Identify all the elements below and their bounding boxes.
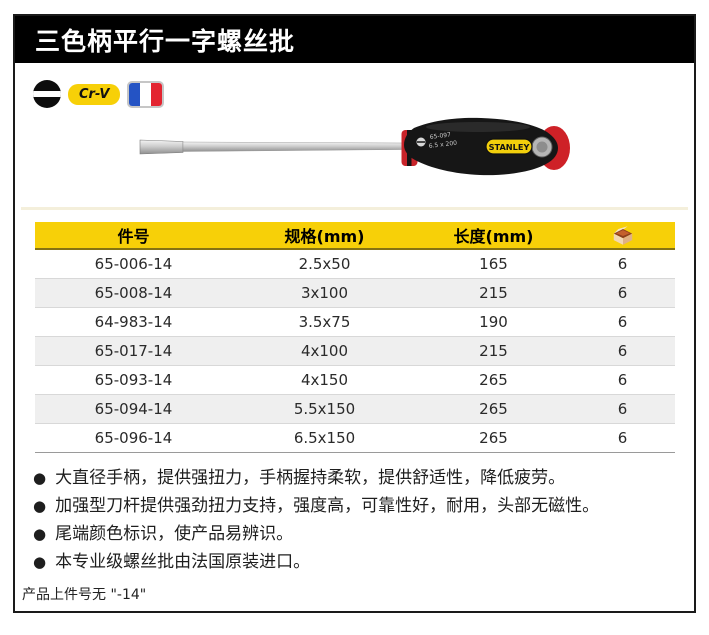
header-spec: 规格(mm)	[284, 227, 365, 246]
bullet-icon: ●	[33, 553, 47, 571]
header-pack-icon-cell	[570, 225, 675, 246]
handle-marking-line1: 65-097	[429, 131, 451, 141]
cell-spec: 5.5x150	[293, 400, 356, 418]
feature-text: 尾端颜色标识，使产品易辨识。	[55, 524, 294, 544]
pack-quantity-box-icon	[613, 225, 632, 245]
spec-table-body: 65-006-14 2.5x50 165 6 65-008-14 3x100 215 6 64-…	[35, 250, 675, 453]
table-row: 65-006-14 2.5x50 165 6	[35, 250, 675, 279]
france-flag-icon	[127, 80, 165, 108]
page-title: 三色柄平行一字螺丝批	[35, 26, 296, 56]
cell-spec: 3.5x75	[298, 313, 351, 331]
cell-part-no: 65-017-14	[94, 342, 173, 360]
table-row: 65-008-14 3x100 215 6	[35, 279, 675, 308]
spec-table-header: 件号 规格(mm) 长度(mm)	[35, 222, 675, 250]
cell-pack: 6	[617, 371, 628, 389]
cell-pack: 6	[617, 255, 628, 273]
table-row: 65-093-14 4x150 265 6	[35, 366, 675, 395]
cell-length: 165	[479, 255, 508, 273]
feature-item: ● 加强型刀杆提供强劲扭力支持，强度高，可靠性好，耐用，头部无磁性。	[33, 492, 682, 520]
footnote: 产品上件号无 "-14"	[22, 587, 147, 603]
crv-steel-badge: Cr-V	[68, 83, 121, 105]
cell-pack: 6	[617, 400, 628, 418]
cell-pack: 6	[617, 284, 628, 302]
title-bar: 三色柄平行一字螺丝批	[15, 16, 694, 63]
cell-part-no: 65-006-14	[94, 255, 173, 273]
bullet-icon: ●	[33, 497, 47, 515]
cell-pack: 6	[617, 313, 628, 331]
shaft	[182, 141, 406, 152]
crv-badge-label: Cr-V	[79, 86, 110, 102]
table-row: 65-094-14 5.5x150 265 6	[35, 395, 675, 424]
brand-badge	[485, 138, 533, 155]
cell-part-no: 64-983-14	[94, 313, 173, 331]
cell-spec: 2.5x50	[298, 255, 351, 273]
end-cap-button-center	[536, 141, 548, 153]
feature-item: ● 大直径手柄，提供强扭力，手柄握持柔软，提供舒适性，降低疲劳。	[33, 464, 682, 492]
feature-item: ● 本专业级螺丝批由法国原装进口。	[33, 548, 682, 576]
cell-length: 265	[479, 400, 508, 418]
feature-text: 加强型刀杆提供强劲扭力支持，强度高，可靠性好，耐用，头部无磁性。	[55, 496, 600, 516]
cell-pack: 6	[617, 342, 628, 360]
handle-body	[404, 117, 558, 176]
cell-part-no: 65-093-14	[94, 371, 173, 389]
spec-table: 件号 规格(mm) 长度(mm) 65-006-14 2.5x50 165 6 65-0…	[35, 222, 675, 453]
header-part-no: 件号	[117, 227, 150, 246]
catalog-page: 三色柄平行一字螺丝批 Cr-V STANLEY	[13, 14, 696, 613]
handle-highlight	[426, 122, 530, 132]
cell-part-no: 65-008-14	[94, 284, 173, 302]
flag-blue-stripe	[129, 82, 141, 106]
attribute-icon-row: Cr-V	[33, 79, 165, 109]
cell-part-no: 65-094-14	[94, 400, 173, 418]
cell-spec: 6.5x150	[293, 429, 356, 447]
cell-length: 215	[479, 284, 508, 302]
table-row: 64-983-14 3.5x75 190 6	[35, 308, 675, 337]
slotted-drive-icon	[33, 80, 61, 108]
cell-length: 265	[479, 429, 508, 447]
photo-bottom-edge	[21, 207, 688, 210]
feature-text: 本专业级螺丝批由法国原装进口。	[55, 552, 311, 572]
brand-badge-label: STANLEY	[489, 142, 531, 152]
blade-tip	[139, 139, 184, 155]
cell-length: 215	[479, 342, 508, 360]
cell-pack: 6	[617, 429, 628, 447]
feature-list: ● 大直径手柄，提供强扭力，手柄握持柔软，提供舒适性，降低疲劳。 ● 加强型刀杆提供强…	[33, 464, 682, 576]
feature-item: ● 尾端颜色标识，使产品易辨识。	[33, 520, 682, 548]
screwdriver-product-image: STANLEY 65-097 6.5 x 200	[139, 117, 570, 176]
cell-part-no: 65-096-14	[94, 429, 173, 447]
cell-length: 265	[479, 371, 508, 389]
table-row: 65-017-14 4x100 215 6	[35, 337, 675, 366]
header-length: 长度(mm)	[453, 227, 534, 246]
flag-white-stripe	[140, 82, 152, 106]
cell-length: 190	[479, 313, 508, 331]
bullet-icon: ●	[33, 469, 47, 487]
feature-text: 大直径手柄，提供强扭力，手柄握持柔软，提供舒适性，降低疲劳。	[55, 468, 566, 488]
bullet-icon: ●	[33, 525, 47, 543]
cell-spec: 4x150	[300, 371, 349, 389]
cell-spec: 3x100	[300, 284, 349, 302]
handle-marking-line2: 6.5 x 200	[428, 140, 457, 150]
table-row: 65-096-14 6.5x150 265 6	[35, 424, 675, 453]
flag-red-stripe	[151, 82, 163, 106]
cell-spec: 4x100	[300, 342, 349, 360]
